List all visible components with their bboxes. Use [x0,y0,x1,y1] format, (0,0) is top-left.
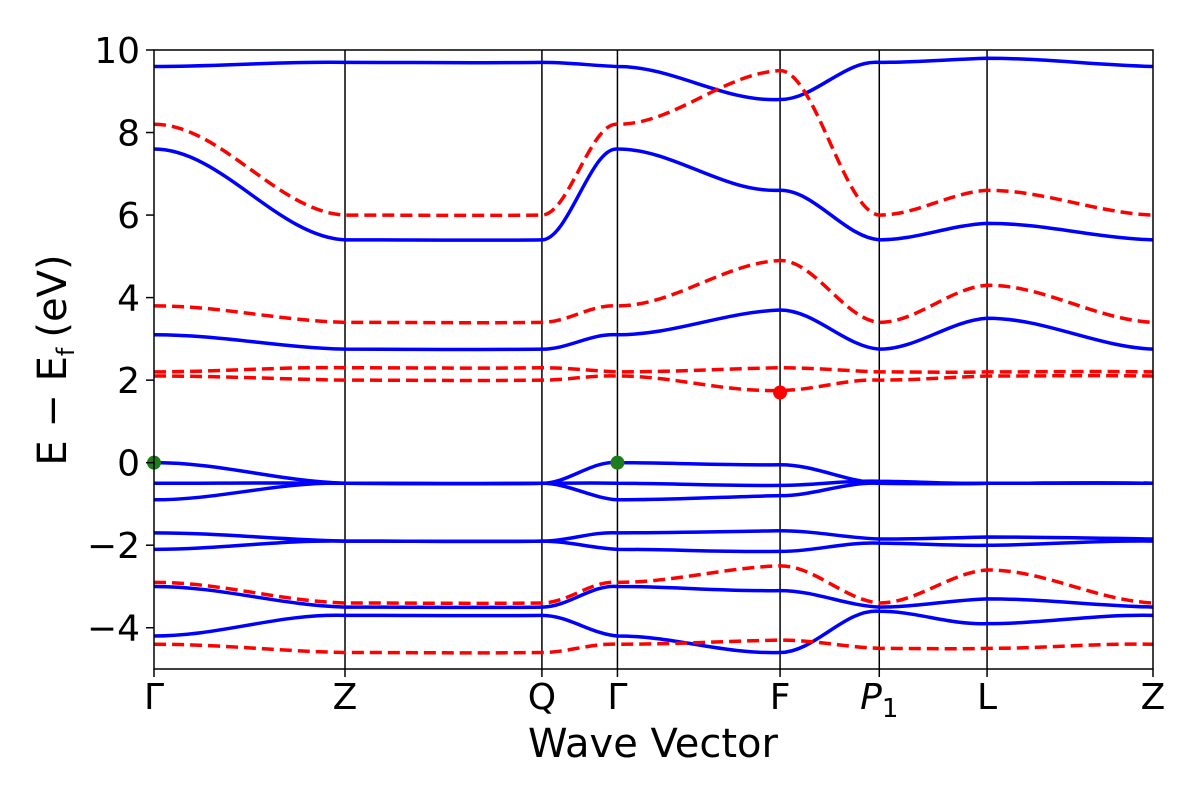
spin-down-band [154,365,1153,374]
y-axis-ticks: −4 −2 0 2 4 6 8 10 [87,31,154,650]
x-tick-label: Q [528,677,556,718]
spin-up-band [154,479,1153,488]
x-tick-label: F [770,677,791,718]
y-tick-label: 10 [94,31,140,72]
y-tick-label: 8 [117,114,140,155]
extrema-markers [147,385,788,470]
band-lines [154,56,1153,655]
spin-down-band [154,638,1153,655]
spin-up-band [154,56,1153,102]
x-tick-label: Γ [607,677,627,718]
spin-down-band [154,68,1153,218]
y-tick-label: 2 [117,361,140,402]
spin-down-band [154,258,1153,325]
y-tick-label: −2 [87,526,140,567]
y-tick-label: 0 [117,444,140,485]
y-axis-label-unit: (eV) [30,254,76,337]
plot-frame [153,49,1154,670]
y-tick-label: 4 [117,279,140,320]
x-tick-label: Z [1141,677,1166,718]
spin-up-band [154,539,1153,554]
plot-area [154,50,1153,669]
spin-down-band [154,564,1153,606]
y-axis-label: E − Ef (eV) [30,254,80,465]
spin-up-band [154,584,1153,610]
y-axis-label-main: E − E [30,356,76,466]
kpoint-dividers [344,50,988,669]
x-tick-label: L [977,677,997,718]
x-axis-label: Wave Vector [528,721,779,767]
y-tick-label: −4 [87,609,140,650]
vbm-marker [610,455,625,470]
x-tick-label: Γ [144,677,164,718]
spin-up-band [154,308,1153,352]
spin-up-band [154,147,1153,242]
cbm-marker [773,385,788,400]
x-tick-label: P1 [860,677,898,724]
x-tick-label: Z [333,677,358,718]
y-axis-label-subscript: f [52,347,80,356]
x-axis-ticks: Γ Z Q Γ F P1 L Z [144,669,1165,724]
y-tick-label: 6 [117,196,140,237]
spin-down-band [154,373,1153,393]
